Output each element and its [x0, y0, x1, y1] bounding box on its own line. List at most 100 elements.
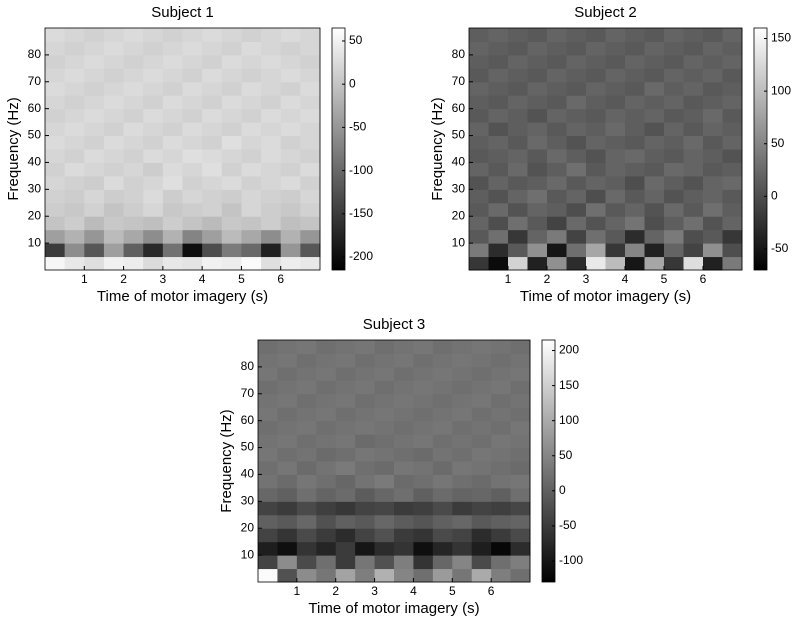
x-axis-label: Time of motor imagery (s) — [520, 288, 691, 305]
heatmap-cell — [605, 81, 626, 96]
heatmap-cell — [84, 189, 105, 204]
heatmap-cell — [586, 135, 606, 150]
heatmap-cell — [432, 541, 453, 556]
heatmap-cell — [586, 216, 606, 231]
heatmap-cell — [488, 162, 509, 177]
heatmap-cell — [261, 256, 282, 271]
heatmap-cell — [296, 461, 317, 475]
heatmap-cell — [374, 555, 395, 570]
heatmap-cell — [277, 407, 298, 422]
heatmap-cell — [488, 256, 509, 271]
heatmap-cell — [241, 108, 262, 123]
heatmap-cell — [625, 256, 645, 271]
heatmap-cell — [508, 68, 528, 83]
heatmap-cell — [355, 366, 376, 381]
heatmap-cell — [566, 189, 587, 204]
heatmap-cell — [45, 189, 66, 204]
heatmap-cell — [45, 256, 66, 271]
heatmap-cell — [527, 229, 548, 244]
colorbar-tick-label: 0 — [771, 189, 778, 203]
heatmap-cell — [221, 175, 242, 190]
heatmap-cell — [335, 487, 356, 502]
heatmap-cell — [471, 340, 492, 354]
heatmap-cell — [221, 229, 242, 244]
heatmap-cell — [644, 149, 665, 163]
y-tick-label: 80 — [241, 359, 255, 373]
heatmap-cell — [202, 108, 223, 123]
heatmap-cell — [258, 541, 278, 556]
heatmap-cell — [123, 28, 144, 42]
heatmap-cell — [221, 54, 242, 69]
heatmap-cell — [491, 514, 512, 529]
heatmap-cell — [221, 68, 242, 83]
heatmap-cell — [374, 340, 395, 354]
heatmap-cell — [45, 41, 66, 56]
heatmap-cell — [703, 68, 723, 83]
heatmap-cell — [277, 461, 298, 475]
heatmap-cell — [394, 407, 414, 422]
heatmap-cell — [547, 162, 567, 177]
heatmap-cell — [471, 474, 492, 489]
heatmap-cell — [394, 501, 414, 516]
heatmap-cell — [261, 175, 282, 190]
heatmap-cell — [471, 366, 492, 381]
heatmap-cell — [703, 95, 723, 110]
heatmap-cell — [488, 216, 509, 231]
heatmap-cell — [452, 380, 473, 395]
heatmap-cell — [355, 514, 376, 529]
heatmap-cell — [644, 202, 665, 217]
heatmap-cell — [394, 340, 414, 354]
heatmap-cell — [103, 189, 125, 204]
heatmap-cell — [394, 380, 414, 395]
heatmap-cell — [296, 568, 317, 583]
heatmap-cell — [103, 122, 125, 137]
heatmap-cell — [471, 353, 492, 368]
heatmap-cell — [625, 81, 645, 96]
heatmap-cell — [452, 501, 473, 516]
heatmap-cell — [566, 202, 587, 217]
heatmap-cell — [258, 340, 278, 354]
heatmap-cell — [683, 229, 704, 244]
heatmap-cell — [258, 420, 278, 435]
heatmap-cell — [143, 189, 164, 204]
heatmap-cell — [241, 243, 262, 258]
y-tick-label: 10 — [452, 235, 466, 249]
heatmap-cell — [280, 175, 301, 190]
heatmap-cell — [300, 122, 321, 137]
heatmap-cell — [277, 514, 298, 529]
heatmap-cell — [644, 28, 665, 42]
heatmap-cell — [258, 555, 278, 570]
heatmap-cell — [703, 135, 723, 150]
heatmap-cell — [394, 555, 414, 570]
heatmap-cell — [258, 528, 278, 543]
x-tick-label: 4 — [410, 584, 417, 598]
heatmap-cell — [469, 162, 489, 177]
heatmap-cell — [644, 256, 665, 271]
heatmap-cell — [316, 461, 337, 475]
heatmap-cell — [586, 229, 606, 244]
heatmap-cell — [277, 501, 298, 516]
heatmap-cell — [355, 353, 376, 368]
heatmap-cell — [471, 541, 492, 556]
heatmap-cell — [143, 54, 164, 69]
heatmap-cell — [722, 175, 743, 190]
heatmap-cell — [547, 256, 567, 271]
heatmap-cell — [221, 149, 242, 163]
heatmap-cell — [143, 229, 164, 244]
y-axis-label: Frequency (Hz) — [5, 97, 22, 200]
heatmap-cell — [605, 95, 626, 110]
heatmap-cell — [182, 28, 203, 42]
heatmap-cell — [722, 256, 743, 271]
heatmap-cell — [452, 487, 473, 502]
heatmap-cell — [296, 366, 317, 381]
heatmap-cell — [491, 461, 512, 475]
heatmap-cell — [123, 243, 144, 258]
heatmap-cell — [683, 68, 704, 83]
heatmap-cell — [703, 175, 723, 190]
heatmap-cell — [527, 54, 548, 69]
heatmap-cell — [300, 135, 321, 150]
heatmap-cell — [258, 514, 278, 529]
heatmap-cell — [280, 189, 301, 204]
heatmap-cell — [202, 149, 223, 163]
heatmap-cell — [182, 229, 203, 244]
